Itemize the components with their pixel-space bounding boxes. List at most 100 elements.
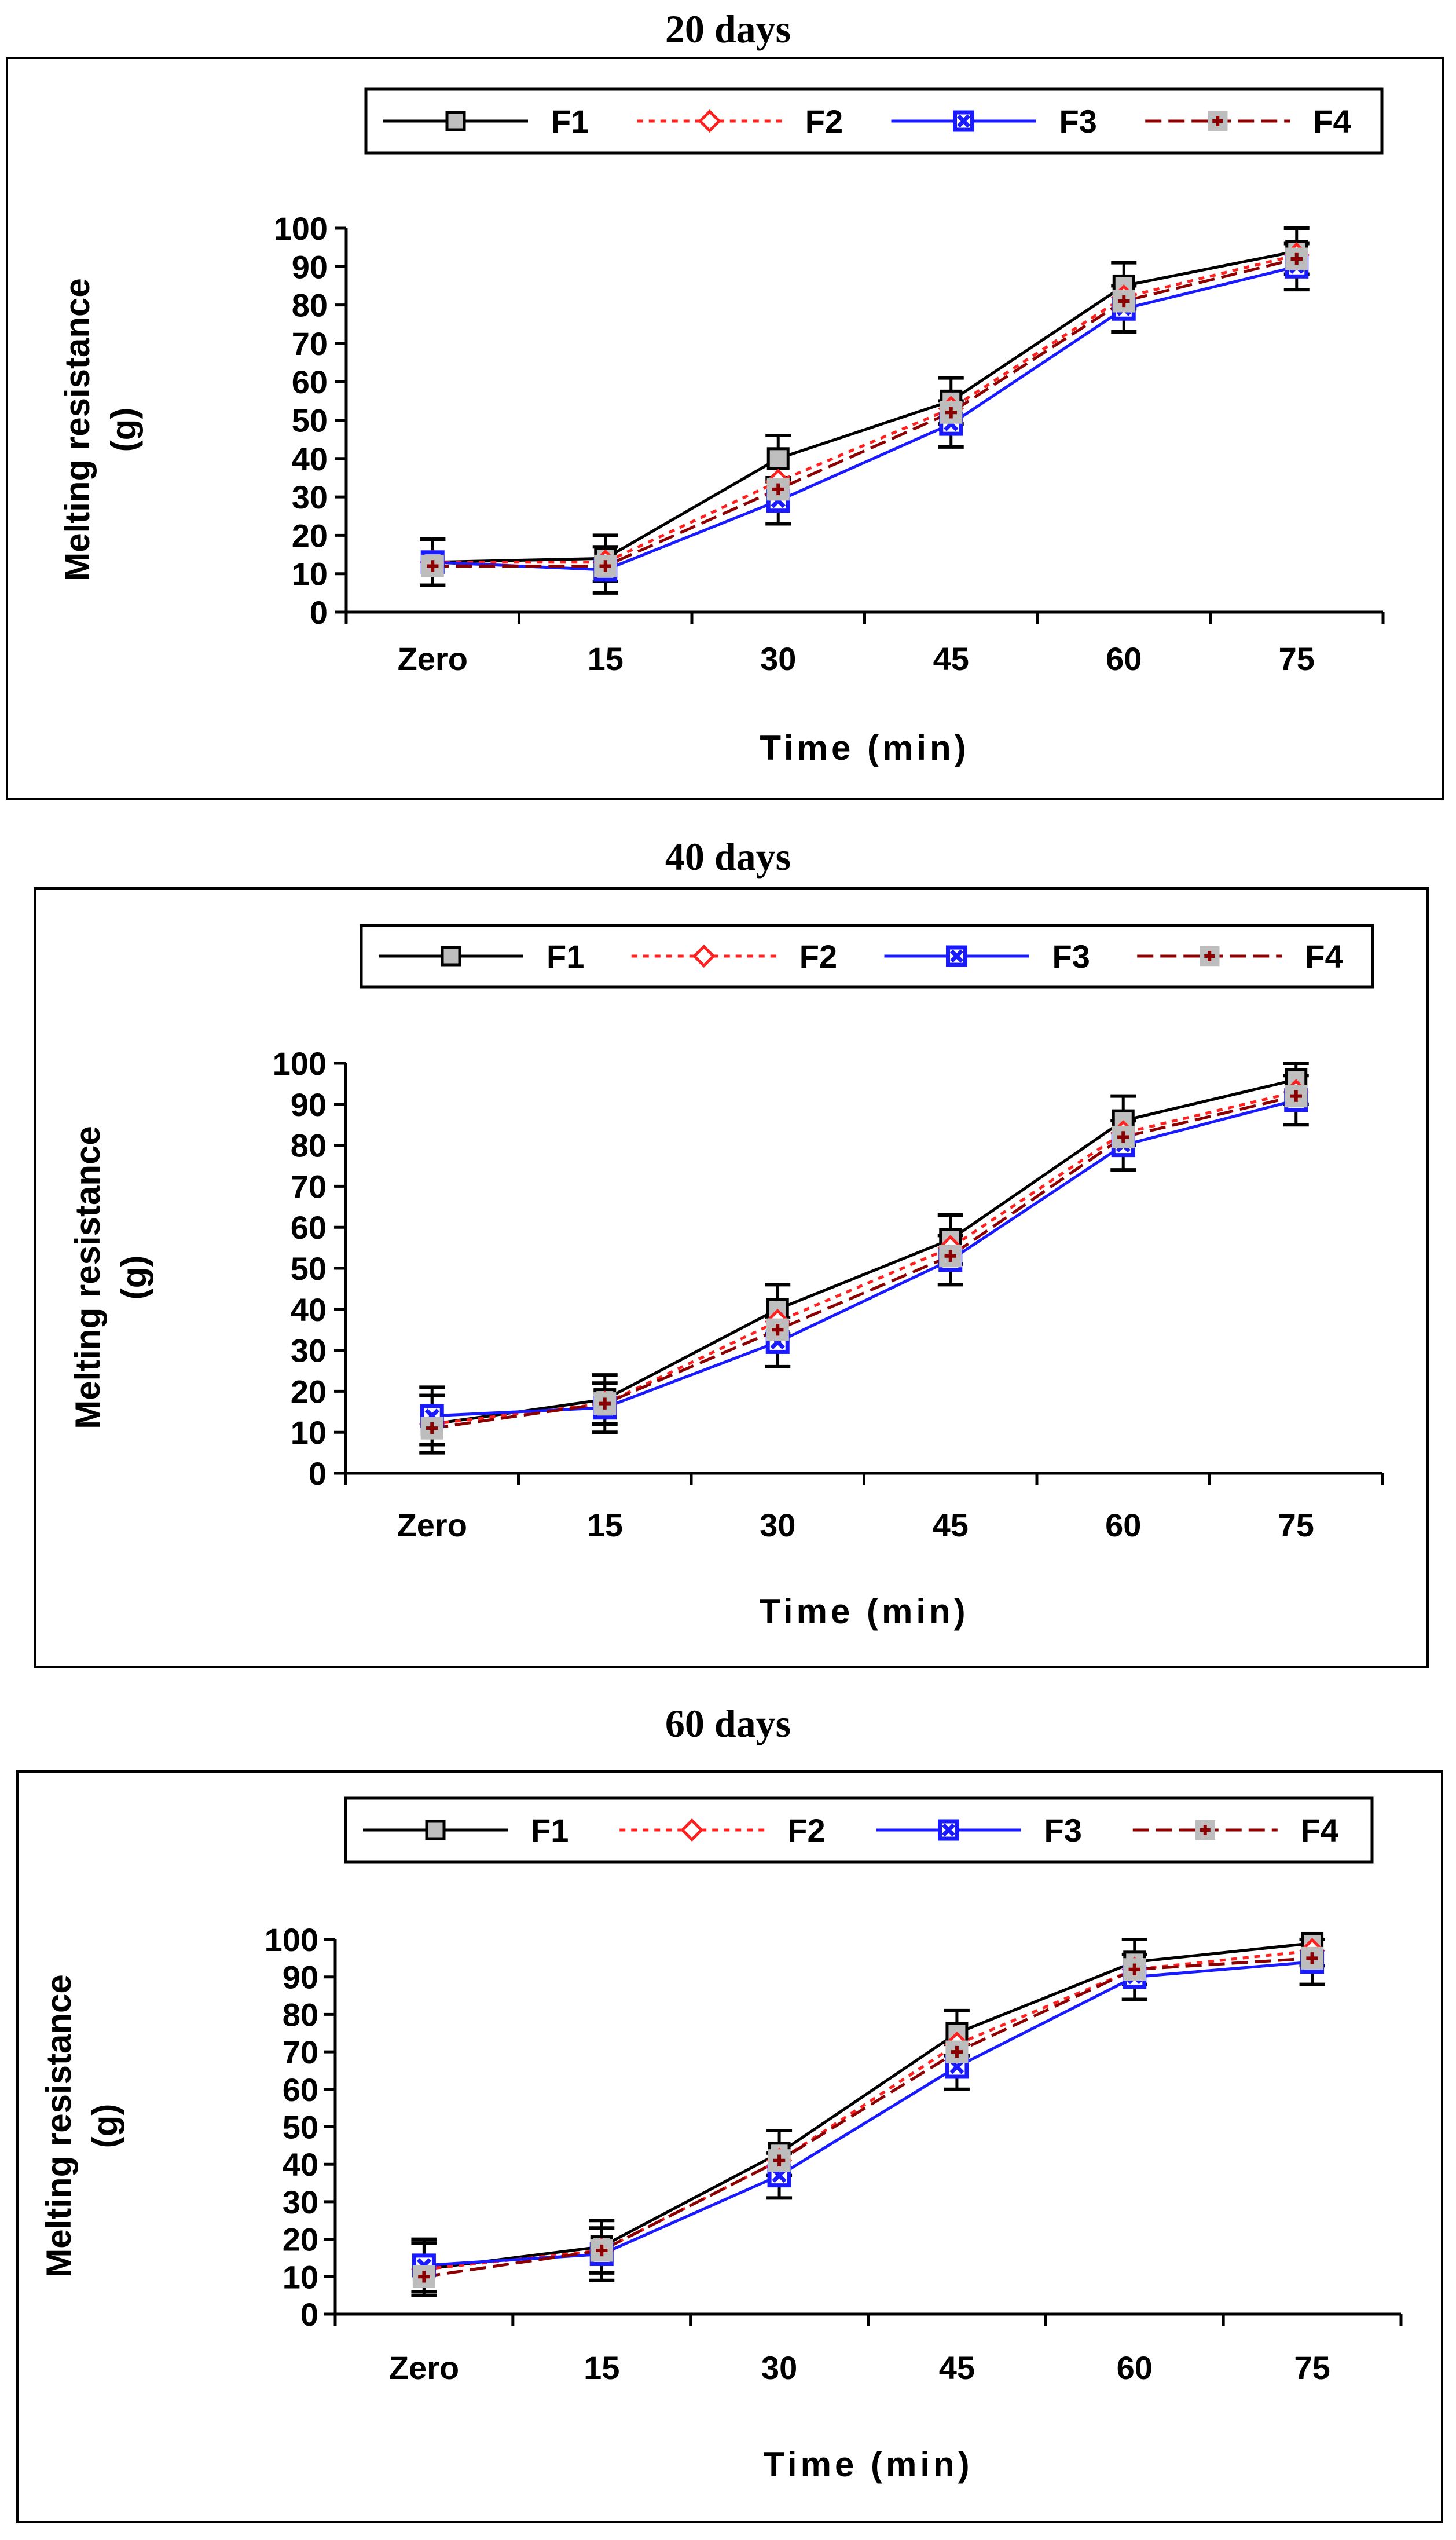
chart-panel-20-days: F1 F2 F3 F4 0 10 20 30 40 50 60 70 80 90 100 Zero 15 30 45… — [6, 57, 1444, 800]
legend-label-f1: F1 — [547, 938, 584, 975]
legend-label-f4: F4 — [1305, 938, 1343, 975]
data-point-f4 — [945, 2040, 969, 2063]
legend: F1 F2 F3 F4 — [344, 1796, 1374, 1864]
error-bars — [420, 226, 1310, 595]
legend-item-f3: F3 — [891, 103, 1097, 140]
series-line-f4 — [431, 1095, 1297, 1430]
x-tick-label: 30 — [760, 641, 796, 677]
legend-item-f4: F4 — [1132, 1812, 1338, 1849]
chart-title-60-days: 60 days — [665, 1701, 791, 1745]
legend: F1 F2 F3 F4 — [360, 924, 1374, 989]
y-tick-label: 0 — [300, 2296, 318, 2333]
data-point-f4 — [766, 478, 790, 501]
data-point-f4 — [1285, 1085, 1308, 1108]
chart-title-40-days: 40 days — [665, 835, 791, 879]
legend: F1 F2 F3 F4 — [364, 87, 1384, 155]
y-tick-label: 30 — [292, 479, 328, 515]
legend-item-f2: F2 — [631, 938, 837, 975]
chart-40-days: F1 F2 F3 F4 0 10 20 30 40 50 60 70 80 90 100 Zero 15 30 45… — [68, 924, 1384, 1631]
x-tick-label: 60 — [1105, 1507, 1141, 1543]
y-tick-label: 40 — [292, 441, 328, 477]
data-point-f4 — [412, 2265, 435, 2288]
legend-marker-f3 — [953, 110, 974, 132]
y-tick-label: 50 — [292, 402, 328, 439]
legend-label-f1: F1 — [551, 103, 589, 140]
data-point-f1 — [766, 447, 790, 470]
legend-marker-f1 — [445, 111, 466, 131]
x-tick-label: Zero — [389, 2349, 459, 2386]
y-tick-label: 90 — [292, 248, 328, 285]
y-tick-label: 10 — [283, 2259, 318, 2295]
y-tick-label: 80 — [283, 1996, 318, 2033]
y-tick-label: 100 — [273, 1045, 327, 1082]
legend-label-f3: F3 — [1059, 103, 1097, 140]
x-tick-label: 75 — [1294, 2349, 1330, 2386]
data-point-f4 — [940, 401, 963, 424]
legend-marker-f1 — [425, 1820, 446, 1840]
x-tick-label: 45 — [939, 2349, 975, 2386]
y-tick-label: 20 — [283, 2221, 318, 2258]
series-line-f4 — [424, 1956, 1312, 2278]
y-axis-label-line: Melting resistance — [68, 1126, 107, 1429]
legend-marker-f4 — [1208, 111, 1228, 131]
legend-item-f1: F1 — [383, 103, 589, 140]
x-tick-label: 45 — [933, 641, 969, 677]
series-line-f3 — [432, 1099, 1297, 1418]
x-tick-label: 45 — [933, 1507, 969, 1543]
y-tick-label: 90 — [283, 1959, 318, 1996]
data-point-f4 — [593, 1392, 617, 1415]
legend-label-f4: F4 — [1313, 103, 1351, 140]
legend-label-f2: F2 — [805, 103, 843, 140]
x-axis-label: Time (min) — [759, 1592, 969, 1631]
y-tick-label: 60 — [283, 2071, 318, 2108]
data-point-f4 — [1301, 1946, 1324, 1970]
y-tick-label: 80 — [292, 287, 328, 324]
x-axis-label: Time (min) — [763, 2445, 973, 2484]
x-tick-label: 60 — [1117, 2349, 1153, 2386]
y-tick-label: 50 — [291, 1250, 327, 1287]
data-point-f4 — [594, 554, 617, 577]
legend-marker-f4 — [1200, 946, 1220, 967]
data-point-f4 — [1112, 290, 1135, 313]
series-line-f4 — [432, 257, 1297, 568]
series-line-f2 — [432, 253, 1297, 564]
y-tick-label: 0 — [310, 594, 328, 631]
x-tick-label: 30 — [760, 1507, 795, 1543]
data-point-f4 — [420, 1417, 443, 1440]
legend-item-f2: F2 — [637, 103, 843, 140]
data-point-f4 — [1112, 1125, 1135, 1148]
y-axis-label-line: (g) — [115, 1256, 153, 1300]
legend-label-f2: F2 — [787, 1812, 825, 1849]
y-tick-label: 60 — [292, 364, 328, 400]
x-tick-label: 15 — [584, 2349, 619, 2386]
chart-panel-60-days: F1 F2 F3 F4 0 10 20 30 40 50 60 70 80 90 100 Zero 15 30 45… — [16, 1770, 1443, 2523]
y-tick-label: 70 — [291, 1168, 327, 1205]
series-line-f1 — [431, 1078, 1297, 1426]
legend-item-f2: F2 — [619, 1812, 826, 1849]
y-tick-label: 10 — [292, 556, 328, 592]
y-axis-label-line: Melting resistance — [39, 1974, 78, 2278]
data-point-f4 — [1285, 247, 1308, 270]
error-bars — [411, 1938, 1325, 2297]
legend-label-f4: F4 — [1301, 1812, 1338, 1849]
chart-title-20-days: 20 days — [665, 7, 791, 51]
legend-label-f2: F2 — [799, 938, 837, 975]
legend-item-f3: F3 — [876, 1812, 1082, 1849]
chart-panel-40-days: F1 F2 F3 F4 0 10 20 30 40 50 60 70 80 90 100 Zero 15 30 45… — [34, 887, 1429, 1668]
legend-item-f4: F4 — [1137, 938, 1343, 975]
legend-item-f4: F4 — [1145, 103, 1351, 140]
legend-label-f3: F3 — [1052, 938, 1090, 975]
legend-marker-f3 — [938, 1819, 959, 1841]
series-line-f3 — [432, 265, 1297, 572]
legend-marker-f2 — [692, 944, 716, 968]
x-tick-label: 75 — [1278, 1507, 1314, 1543]
legend-marker-f4 — [1195, 1820, 1215, 1840]
y-axis-label: Melting resistance (g) — [39, 1974, 124, 2278]
data-point-f4 — [766, 1318, 789, 1341]
x-tick-label: Zero — [398, 641, 468, 677]
y-tick-label: 0 — [309, 1455, 327, 1492]
